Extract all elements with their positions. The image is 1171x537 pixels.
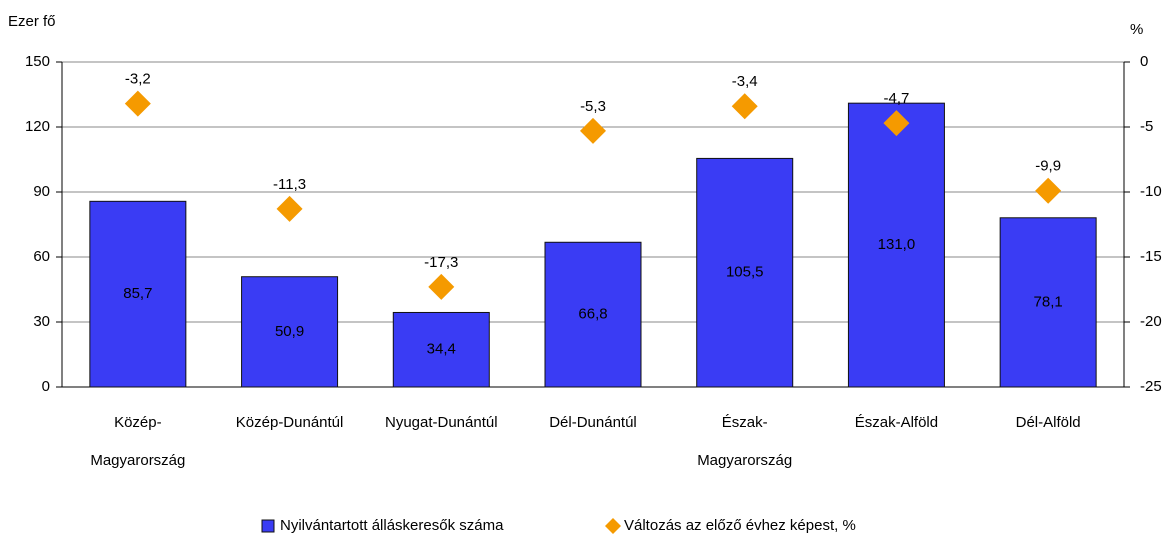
bar-value-label: 50,9 — [275, 323, 304, 340]
marker-value-label: -4,7 — [883, 90, 909, 107]
bar — [89, 200, 187, 388]
bar-value-label: 66,8 — [578, 306, 607, 323]
diamond-marker — [428, 273, 455, 300]
bar-value-label: 34,4 — [427, 341, 456, 358]
legend-swatch — [605, 518, 621, 534]
legend-swatch — [261, 519, 275, 533]
y2-tick-label: -10 — [1140, 183, 1162, 200]
y-axis-label: Ezer fő — [8, 13, 56, 30]
diamond-marker — [124, 90, 151, 117]
marker-value-label: -17,3 — [424, 254, 458, 271]
y2-tick-label: -5 — [1140, 118, 1153, 135]
y-tick-label: 120 — [25, 118, 50, 135]
bar — [392, 311, 490, 388]
bar — [999, 217, 1097, 388]
y2-axis-label: % — [1130, 21, 1143, 38]
diamond-marker — [580, 117, 606, 144]
y-tick-label: 0 — [42, 378, 50, 395]
x-tick-label: Észak-Alföld — [855, 414, 938, 431]
legend-label: Változás az előző évhez képest, % — [624, 517, 856, 534]
marker-value-label: -3,2 — [125, 71, 151, 88]
marker-value-label: -5,3 — [580, 98, 606, 115]
bar-value-label: 78,1 — [1034, 293, 1063, 310]
x-tick-label: Közép-Magyarország — [90, 414, 185, 469]
y-tick-label: 30 — [33, 313, 50, 330]
marker-value-label: -3,4 — [732, 73, 758, 90]
bar — [696, 157, 794, 388]
bar — [544, 241, 642, 388]
legend-label: Nyilvántartott álláskeresők száma — [280, 517, 504, 534]
bar — [241, 276, 339, 388]
y-tick-label: 150 — [25, 53, 50, 70]
y2-tick-label: -15 — [1140, 248, 1162, 265]
x-tick-label: Észak-Magyarország — [697, 414, 792, 469]
x-tick-label: Közép-Dunántúl — [236, 414, 344, 431]
y2-tick-label: -25 — [1140, 378, 1162, 395]
x-tick-label: Dél-Alföld — [1016, 414, 1081, 431]
diamond-marker — [883, 110, 910, 137]
y-tick-label: 90 — [33, 183, 50, 200]
diamond-marker — [731, 93, 758, 120]
bar-value-label: 131,0 — [878, 236, 916, 253]
bar-value-label: 85,7 — [123, 285, 152, 302]
x-tick-label: Nyugat-Dunántúl — [385, 414, 498, 431]
marker-value-label: -11,3 — [273, 176, 306, 193]
x-tick-label: Dél-Dunántúl — [549, 414, 637, 431]
marker-value-label: -9,9 — [1035, 158, 1061, 175]
diamond-marker — [1035, 177, 1062, 204]
diamond-marker — [276, 195, 303, 222]
y2-tick-label: 0 — [1140, 53, 1148, 70]
y-tick-label: 60 — [33, 248, 50, 265]
bar-value-label: 105,5 — [726, 264, 764, 281]
bar — [847, 102, 945, 388]
y2-tick-label: -20 — [1140, 313, 1162, 330]
